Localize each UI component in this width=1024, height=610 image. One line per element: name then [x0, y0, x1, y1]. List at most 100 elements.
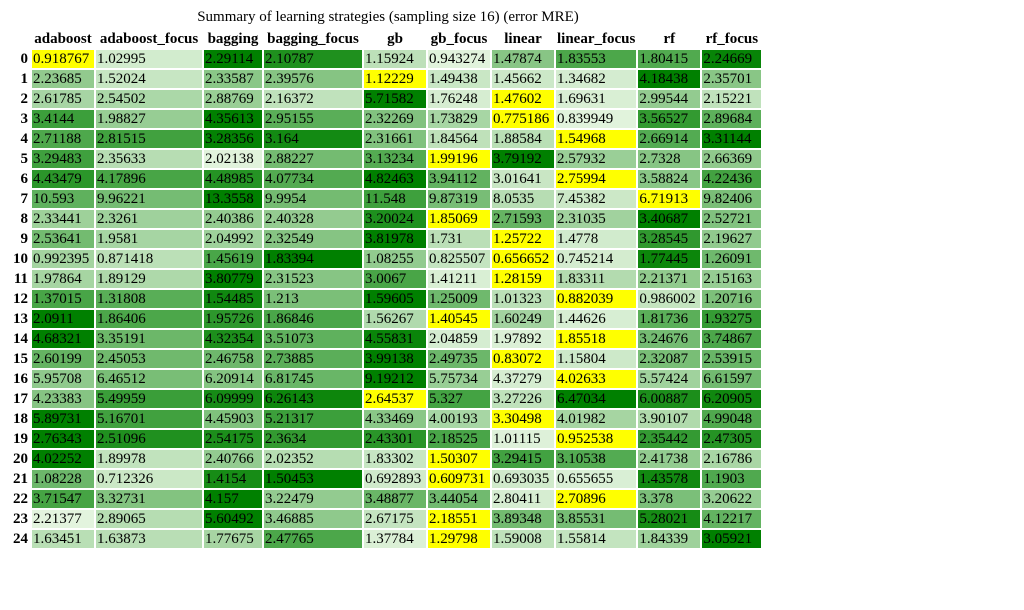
table-cell: 1.34682 [556, 70, 637, 88]
table-cell: 1.77445 [638, 250, 701, 268]
table-cell: 2.0911 [32, 310, 94, 328]
table-cell: 2.70896 [556, 490, 637, 508]
column-header: gb_focus [430, 31, 488, 47]
table-cell: 2.71593 [492, 210, 554, 228]
table-cell: 1.59605 [364, 290, 426, 308]
row-index: 0 [20, 51, 29, 67]
table-cell: 1.63451 [32, 530, 94, 548]
table-cell: 1.52024 [96, 70, 202, 88]
row-index: 4 [20, 131, 29, 147]
table-cell: 1.47602 [492, 90, 554, 108]
table-cell: 3.0067 [364, 270, 426, 288]
table-cell: 2.89684 [702, 110, 762, 128]
table-cell: 1.76248 [428, 90, 490, 108]
header-row: adaboost adaboost_focus bagging bagging_… [12, 29, 761, 48]
row-index: 11 [13, 271, 28, 287]
table-cell: 2.24669 [702, 50, 762, 68]
table-cell: 0.943274 [428, 50, 490, 68]
table-cell: 1.29798 [428, 530, 490, 548]
row-index: 20 [13, 451, 28, 467]
table-cell: 1.54485 [204, 290, 262, 308]
row-index: 21 [13, 471, 28, 487]
table-cell: 3.81978 [364, 230, 426, 248]
table-row: 4 2.71188 2.81515 3.28356 3.164 2.31661 1.8456… [12, 130, 762, 148]
table-cell: 1.20716 [702, 290, 762, 308]
table-cell: 0.992395 [32, 250, 94, 268]
column-header: bagging_focus [267, 31, 359, 47]
table-row: 16 5.95708 6.46512 6.20914 6.81745 9.19212 5.7… [12, 370, 762, 388]
table-row: 24 1.63451 1.63873 1.77675 2.47765 1.37784 1.2… [12, 530, 762, 548]
row-index: 1 [20, 71, 29, 87]
table-cell: 1.89129 [96, 270, 202, 288]
table-cell: 1.84339 [638, 530, 701, 548]
table-cell: 2.81515 [96, 130, 202, 148]
table-cell: 8.0535 [492, 190, 554, 208]
table-cell: 2.21377 [32, 510, 94, 528]
table-cell: 1.60249 [492, 310, 554, 328]
table-cell: 5.57424 [638, 370, 701, 388]
table-cell: 0.745214 [556, 250, 637, 268]
table-cell: 1.98827 [96, 110, 202, 128]
table-cell: 1.01115 [492, 430, 554, 448]
table-row: 22 3.71547 3.32731 4.157 3.22479 3.48877 3.440… [12, 490, 762, 508]
table-cell: 1.84564 [428, 130, 490, 148]
table-cell: 1.25722 [492, 230, 554, 248]
table-cell: 1.31808 [96, 290, 202, 308]
row-index: 22 [13, 491, 28, 507]
table-cell: 1.86406 [96, 310, 202, 328]
table-cell: 1.93275 [702, 310, 762, 328]
table-cell: 1.56267 [364, 310, 426, 328]
table-cell: 2.80411 [492, 490, 554, 508]
row-index: 24 [13, 531, 28, 547]
table-cell: 3.28356 [204, 130, 262, 148]
table-cell: 1.4778 [556, 230, 637, 248]
table-cell: 5.89731 [32, 410, 94, 428]
table-cell: 4.18438 [638, 70, 701, 88]
table-cell: 4.23383 [32, 390, 94, 408]
table-cell: 1.45619 [204, 250, 262, 268]
table-cell: 2.15221 [702, 90, 762, 108]
results-table: adaboost adaboost_focus bagging bagging_… [10, 27, 763, 550]
table-row: 19 2.76343 2.51096 2.54175 2.3634 2.43301 2.18… [12, 430, 762, 448]
table-cell: 2.41738 [638, 450, 701, 468]
table-cell: 6.71913 [638, 190, 701, 208]
table-cell: 13.3558 [204, 190, 262, 208]
table-cell: 1.43578 [638, 470, 701, 488]
row-index: 18 [13, 411, 28, 427]
table-row: 11 1.97864 1.89129 3.80779 2.31523 3.0067 1.41… [12, 270, 762, 288]
table-cell: 9.19212 [364, 370, 426, 388]
table-caption: Summary of learning strategies (sampling… [197, 9, 579, 25]
table-cell: 5.28021 [638, 510, 701, 528]
table-cell: 1.25009 [428, 290, 490, 308]
table-cell: 2.53641 [32, 230, 94, 248]
table-cell: 6.47034 [556, 390, 637, 408]
table-row: 5 3.29483 2.35633 2.02138 2.88227 3.13234 1.99… [12, 150, 762, 168]
table-cell: 4.33469 [364, 410, 426, 428]
table-cell: 0.839949 [556, 110, 637, 128]
table-cell: 3.90107 [638, 410, 701, 428]
table-cell: 0.609731 [428, 470, 490, 488]
table-cell: 2.18551 [428, 510, 490, 528]
table-cell: 9.87319 [428, 190, 490, 208]
table-row: 15 2.60199 2.45053 2.46758 2.73885 3.99138 2.4… [12, 350, 762, 368]
table-cell: 2.76343 [32, 430, 94, 448]
table-cell: 1.89978 [96, 450, 202, 468]
table-cell: 2.47305 [702, 430, 762, 448]
table-cell: 3.29483 [32, 150, 94, 168]
table-cell: 2.16786 [702, 450, 762, 468]
table-row: 0 0.918767 1.02995 2.29114 2.10787 1.15924 0.9… [12, 50, 762, 68]
row-index: 2 [20, 91, 29, 107]
table-row: 17 4.23383 5.49959 6.09999 6.26143 2.64537 5.3… [12, 390, 762, 408]
table-cell: 1.80415 [638, 50, 701, 68]
table-cell: 1.83394 [264, 250, 362, 268]
table-cell: 3.35191 [96, 330, 202, 348]
table-cell: 2.32087 [638, 350, 701, 368]
table-row: 10 0.992395 0.871418 1.45619 1.83394 1.08255 0… [12, 250, 762, 268]
table-cell: 3.164 [264, 130, 362, 148]
table-cell: 3.48877 [364, 490, 426, 508]
table-cell: 3.01641 [492, 170, 554, 188]
table-cell: 3.24676 [638, 330, 701, 348]
table-cell: 9.82406 [702, 190, 762, 208]
table-cell: 6.09999 [204, 390, 262, 408]
table-cell: 5.49959 [96, 390, 202, 408]
